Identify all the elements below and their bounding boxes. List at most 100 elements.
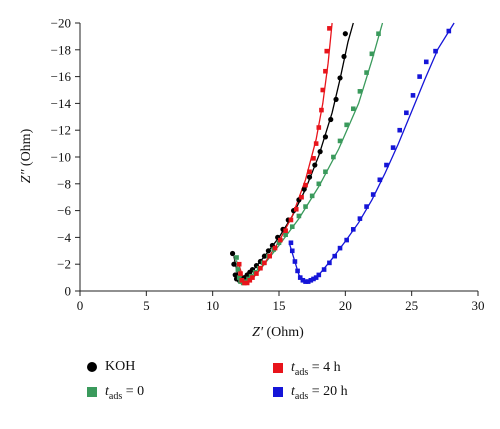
legend-item-koh: KOH xyxy=(87,359,135,375)
data-point-koh xyxy=(232,272,238,278)
data-point-t20 xyxy=(316,272,322,278)
data-point-t4 xyxy=(316,125,322,130)
data-point-t4 xyxy=(293,206,299,212)
data-point-t20 xyxy=(364,204,369,209)
data-point-t0 xyxy=(276,240,282,246)
legend-var-tads-20h: t xyxy=(291,384,295,399)
y-tick-label: −14 xyxy=(51,96,72,111)
x-tick-label: 5 xyxy=(143,298,150,313)
data-point-t20 xyxy=(332,253,338,259)
legend-item-tads-20h: tads = 20 h xyxy=(273,384,348,402)
data-point-koh xyxy=(333,96,339,102)
data-point-t20 xyxy=(433,48,438,54)
data-point-t0 xyxy=(283,232,288,238)
data-point-t0 xyxy=(376,31,381,37)
legend-marker-tads-0 xyxy=(87,386,97,397)
y-tick-label: −10 xyxy=(51,150,71,165)
data-point-t20 xyxy=(377,177,383,183)
x-tick-label: 0 xyxy=(77,298,84,313)
legend-sub-tads-0: ads xyxy=(108,390,123,402)
data-point-t0 xyxy=(236,275,242,280)
legend-item-tads-0: tads = 0 xyxy=(87,384,144,402)
data-point-t0 xyxy=(364,70,369,75)
data-point-t4 xyxy=(250,275,255,280)
data-point-t20 xyxy=(357,216,363,221)
data-point-t20 xyxy=(297,275,303,280)
legend-sub-tads-4h: ads xyxy=(294,366,309,378)
data-point-koh xyxy=(337,75,343,81)
data-point-t0 xyxy=(331,154,336,160)
data-point-t4 xyxy=(267,253,273,259)
data-point-t0 xyxy=(234,255,239,260)
data-point-t20 xyxy=(313,275,319,280)
data-point-t20 xyxy=(397,127,403,133)
x-tick-label: 30 xyxy=(472,298,485,313)
data-point-t4 xyxy=(278,237,283,243)
data-point-t4 xyxy=(258,265,263,271)
data-point-t4 xyxy=(244,280,250,286)
data-point-t20 xyxy=(308,277,314,283)
plot-area: 0 5 10 15 20 25 30 0 −2 −4 −6 −8 −10 −12 −14 −16 −18 −20 xyxy=(51,16,485,314)
data-point-t20 xyxy=(295,268,300,274)
data-point-t20 xyxy=(390,145,396,150)
legend-var-tads-0: t xyxy=(105,384,109,399)
x-tick-label: 20 xyxy=(339,298,352,313)
data-point-t4 xyxy=(299,194,304,200)
data-point-t20 xyxy=(289,248,295,254)
legend-label-koh: KOH xyxy=(105,359,136,374)
legend-item-tads-4h: tads = 4 h xyxy=(273,360,341,378)
fit-line-t0 xyxy=(235,22,384,284)
y-tick-label: −2 xyxy=(57,257,71,272)
data-point-t20 xyxy=(337,245,343,251)
data-point-t20 xyxy=(344,237,349,243)
data-point-koh xyxy=(341,53,347,60)
y-tick-label: −18 xyxy=(51,42,71,57)
legend-sub-tads-20h: ads xyxy=(294,390,309,402)
data-point-t20 xyxy=(303,279,308,284)
data-point-t4 xyxy=(238,271,243,276)
legend-marker-tads-20h xyxy=(273,386,283,397)
legend-label-tads-4h: = 4 h xyxy=(308,360,341,375)
data-point-koh xyxy=(328,116,334,123)
fit-line-koh xyxy=(233,22,354,282)
data-point-koh xyxy=(342,31,348,37)
data-point-t20 xyxy=(321,267,327,272)
y-tick-label: −4 xyxy=(57,230,71,245)
data-point-t0 xyxy=(289,224,295,229)
x-tick-label: 15 xyxy=(273,298,286,313)
data-point-t20 xyxy=(350,227,356,232)
data-point-koh xyxy=(265,248,271,254)
x-axis-label: Z′ (Ohm) xyxy=(252,325,304,340)
data-point-t20 xyxy=(384,162,389,168)
data-point-t4 xyxy=(307,169,312,175)
data-point-t4 xyxy=(324,48,330,54)
y-tick-label: −12 xyxy=(51,123,71,138)
data-point-t20 xyxy=(300,277,306,283)
x-tick-label: 10 xyxy=(206,298,219,313)
data-point-t4 xyxy=(327,26,332,31)
data-point-t4 xyxy=(311,156,316,161)
data-point-t4 xyxy=(236,261,242,267)
y-tick-label: −8 xyxy=(57,176,71,191)
legend-label-tads-20h: = 20 h xyxy=(308,384,348,399)
data-point-t4 xyxy=(283,228,288,233)
data-point-t20 xyxy=(446,28,452,34)
data-point-t20 xyxy=(292,259,298,264)
data-point-t0 xyxy=(323,169,328,175)
legend-marker-tads-4h xyxy=(273,362,283,373)
legend-marker-koh xyxy=(87,361,97,372)
data-point-koh xyxy=(301,186,307,192)
data-point-t4 xyxy=(247,277,253,283)
data-point-t0 xyxy=(344,122,349,128)
data-point-t20 xyxy=(288,240,294,246)
x-tick-label: 25 xyxy=(405,298,418,313)
data-point-t20 xyxy=(311,276,316,282)
data-point-t0 xyxy=(337,138,343,144)
data-point-t20 xyxy=(404,110,409,116)
y-tick-label: 0 xyxy=(65,284,72,299)
data-point-t20 xyxy=(327,260,332,266)
data-point-koh xyxy=(312,162,318,168)
data-point-t20 xyxy=(423,59,429,65)
data-point-t0 xyxy=(309,193,315,199)
